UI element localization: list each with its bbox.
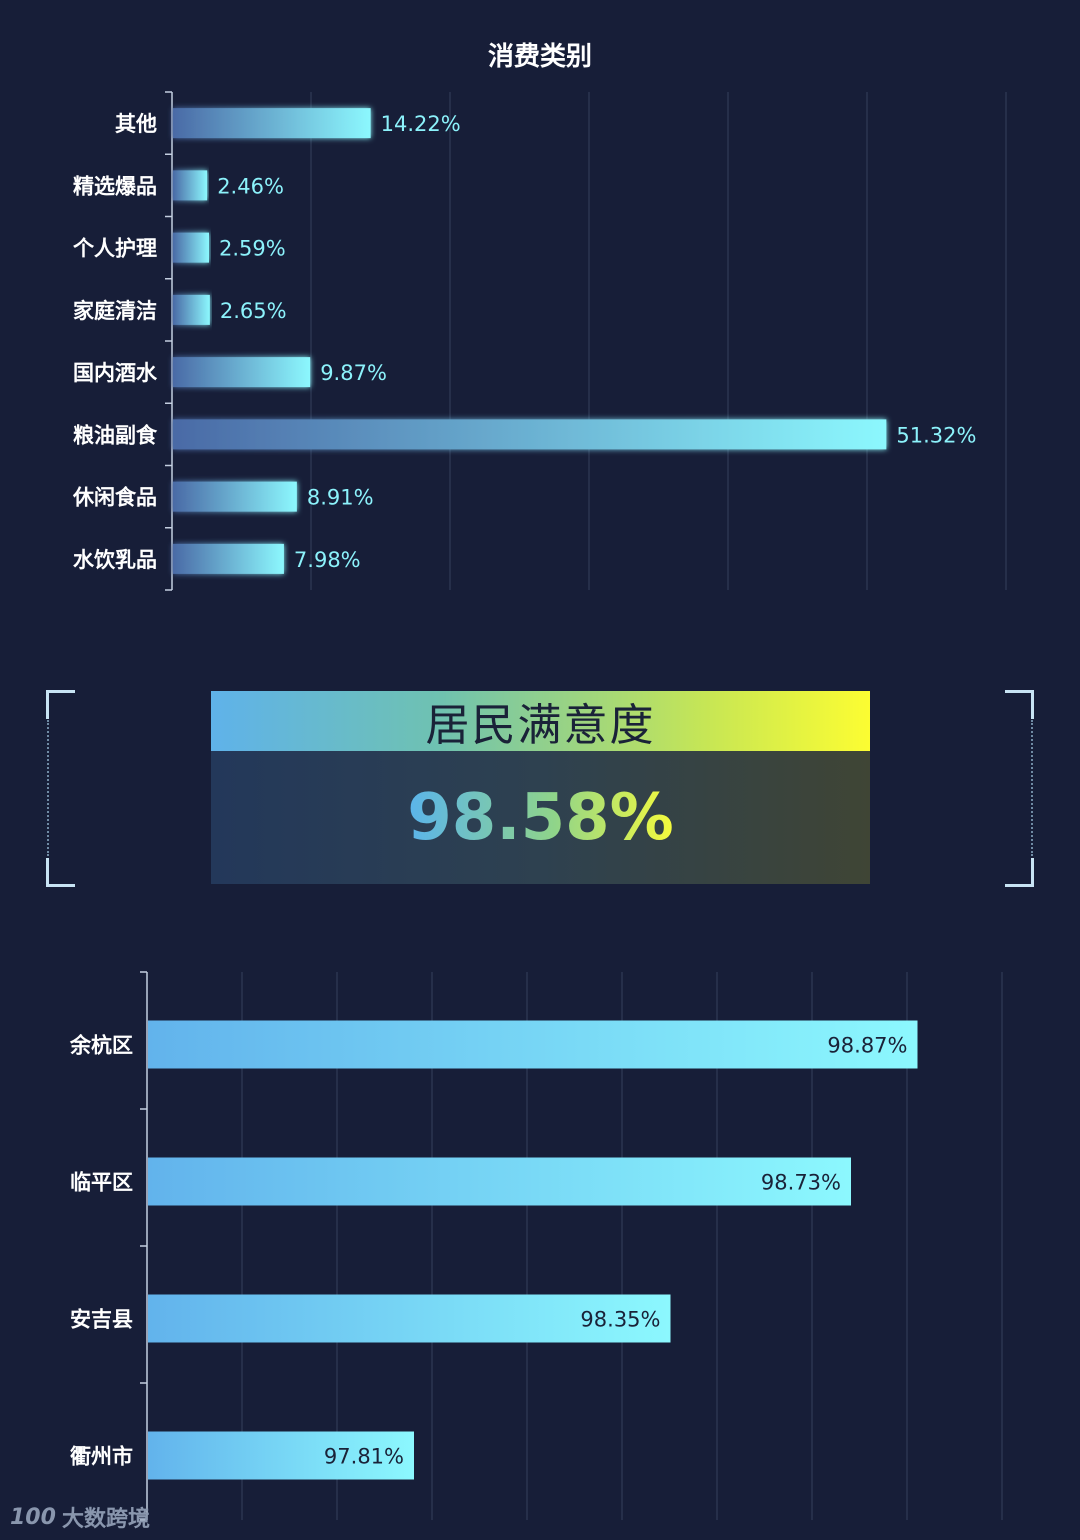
data-label: 2.65% [220,299,287,323]
watermark: 100 大数跨境 [10,1500,150,1534]
data-label: 7.98% [294,548,361,572]
bar [148,1431,414,1480]
bar [173,232,210,263]
category-tick-label: 衢州市 [70,1445,133,1469]
bar [173,419,887,450]
watermark-text: 大数跨境 [61,1507,150,1532]
data-label: 51.32% [896,423,976,447]
data-label: 2.59% [219,237,286,261]
category-bar-chart: 其他 14.22% 精选爆品 2.46% 个人护理 2.59% 家庭清洁 2.65% 国内酒水 9… [72,91,1007,591]
bar [173,294,210,325]
brand-logo-icon: 100 [10,1504,56,1530]
category-tick-label: 个人护理 [73,237,157,261]
bar [148,1020,918,1069]
data-label: 8.91% [307,486,374,510]
data-label: 14.22% [381,112,461,136]
bar [148,1157,851,1206]
category-tick-label: 休闲食品 [72,486,157,510]
category-tick-label: 国内酒水 [73,361,158,385]
data-label: 9.87% [320,361,387,385]
category-tick-label: 安吉县 [70,1308,133,1332]
data-label: 97.81% [324,1445,404,1469]
category-tick-label: 其他 [115,112,157,136]
data-label: 98.87% [827,1034,907,1058]
chart-title: 消费类别 [487,42,592,72]
category-tick-label: 家庭清洁 [73,299,157,323]
bar [173,108,371,139]
data-label: 98.73% [761,1171,841,1195]
category-tick-label: 余杭区 [69,1034,133,1058]
bar [173,543,284,574]
bar [148,1294,671,1343]
category-tick-label: 粮油副食 [73,423,158,447]
category-tick-label: 临平区 [70,1171,133,1195]
bar [173,170,208,201]
bar [173,357,311,388]
data-label: 2.46% [217,174,284,198]
category-tick-label: 水饮乳品 [73,548,157,572]
data-label: 98.35% [580,1308,660,1332]
bar [173,481,297,512]
category-tick-label: 精选爆品 [73,174,157,198]
